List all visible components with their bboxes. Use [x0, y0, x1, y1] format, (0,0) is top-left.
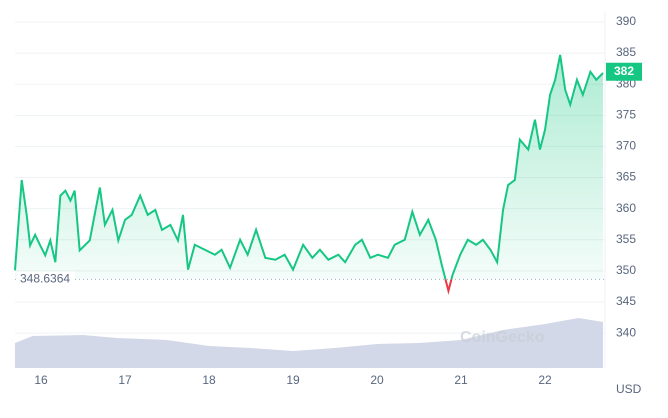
x-tick-label: 19: [286, 373, 300, 387]
baseline-label: 348.6364: [20, 272, 70, 286]
y-tick-label: 340: [616, 325, 636, 339]
y-tick-label: 355: [616, 232, 636, 246]
currency-label: USD: [616, 382, 642, 396]
x-tick-label: 18: [202, 373, 216, 387]
x-tick-label: 21: [454, 373, 468, 387]
x-tick-label: 17: [118, 373, 132, 387]
y-tick-label: 375: [616, 107, 636, 121]
x-tick-label: 22: [538, 373, 552, 387]
price-area: [15, 54, 603, 280]
x-tick-label: 16: [34, 373, 48, 387]
y-tick-label: 345: [616, 294, 636, 308]
y-tick-label: 360: [616, 201, 636, 215]
watermark: CoinGecko: [460, 329, 545, 346]
y-tick-label: 350: [616, 263, 636, 277]
y-tick-label: 385: [616, 45, 636, 59]
y-tick-label: 365: [616, 170, 636, 184]
baseline-label-bg: [17, 271, 75, 288]
current-price-tag: [606, 62, 642, 81]
price-line: [14, 54, 604, 280]
volume-area: [15, 318, 603, 368]
y-tick-label: 370: [616, 139, 636, 153]
y-tick-label: 390: [616, 14, 636, 28]
x-tick-label: 20: [370, 373, 384, 387]
current-price-label: 382: [614, 64, 634, 78]
